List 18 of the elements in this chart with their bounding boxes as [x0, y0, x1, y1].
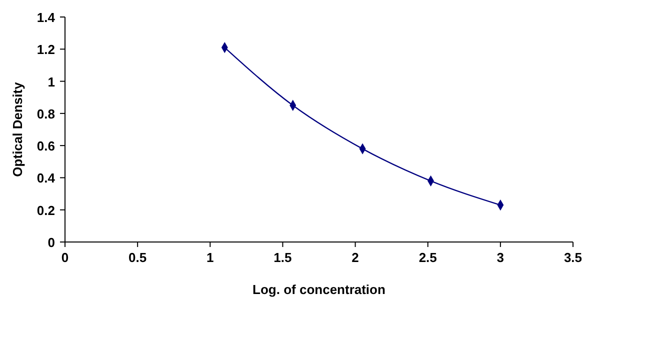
x-tick-label: 0	[61, 250, 69, 265]
x-tick-label: 3.5	[564, 250, 582, 265]
x-tick-label: 2	[352, 250, 359, 265]
x-axis-title: Log. of concentration	[252, 282, 386, 297]
x-tick-label: 2.5	[418, 250, 437, 265]
y-tick-label: 1.2	[36, 42, 55, 58]
y-tick-label: 1	[48, 74, 55, 90]
y-tick-label: 0.4	[36, 170, 56, 186]
y-tick-label: 0.2	[36, 202, 55, 218]
x-tick-label: 0.5	[128, 250, 147, 265]
y-tick-label: 0.8	[36, 106, 55, 122]
x-tick-label: 1.5	[274, 250, 292, 265]
y-tick-label: 0.6	[36, 138, 55, 154]
y-axis-title: Optical Density	[10, 81, 25, 177]
x-tick-label: 3	[496, 250, 504, 265]
x-tick-label: 1	[206, 250, 214, 265]
y-tick-label: 0	[48, 235, 55, 250]
y-tick-label: 1.4	[36, 10, 56, 25]
